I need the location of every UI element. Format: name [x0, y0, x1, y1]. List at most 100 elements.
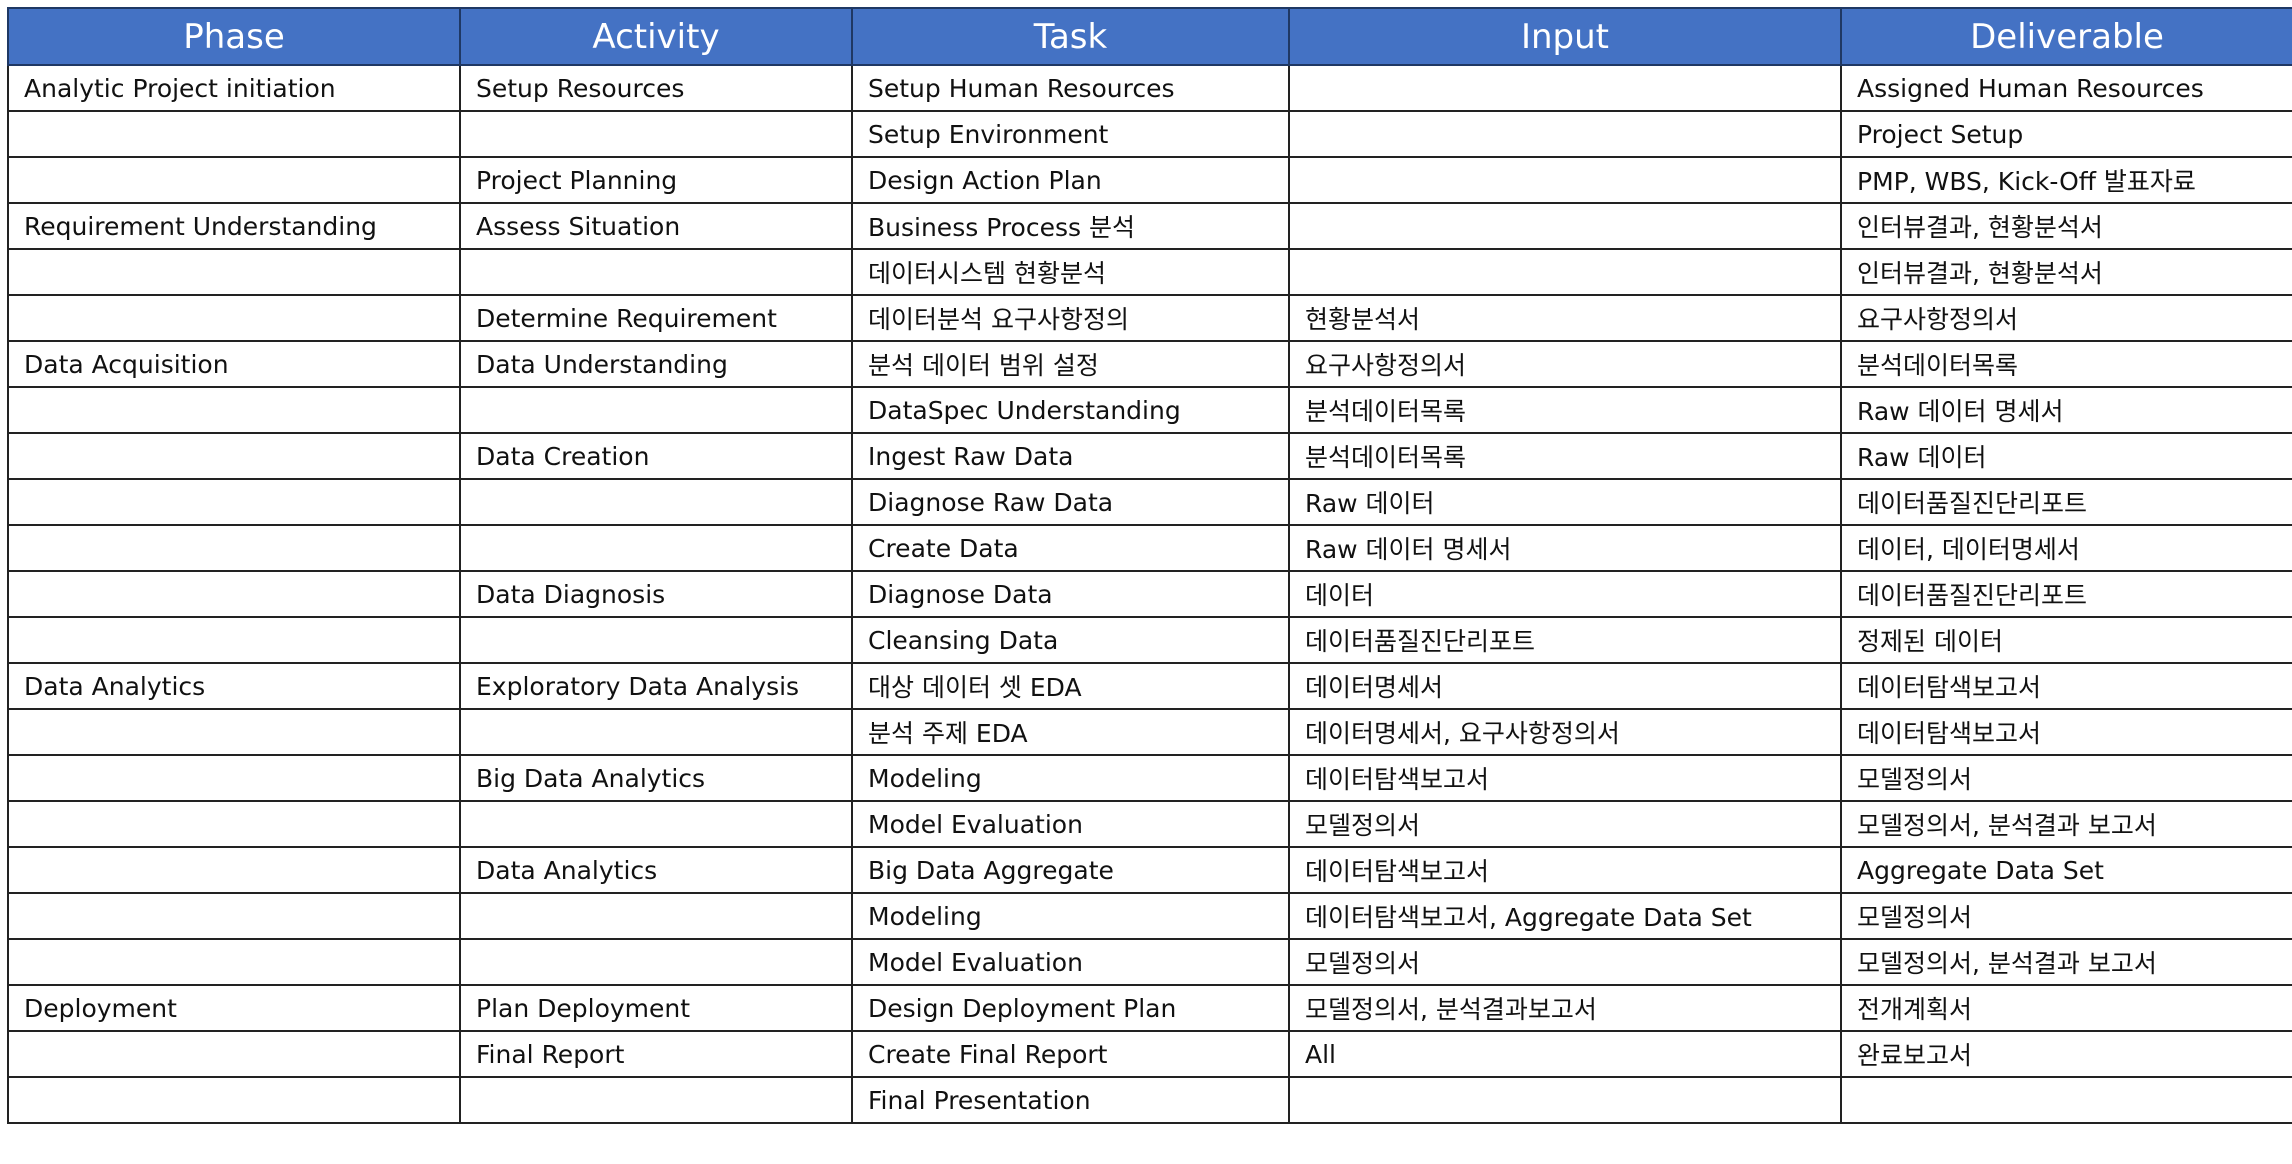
deliverable-cell: 정제된 데이터	[1840, 616, 2292, 664]
input-cell: 데이터명세서, 요구사항정의서	[1288, 708, 1842, 756]
phase-cell	[7, 800, 461, 848]
phase-cell	[7, 1076, 461, 1124]
deliverable-cell: 전개계획서	[1840, 984, 2292, 1032]
table-row: Model Evaluation 모델정의서 모델정의서, 분석결과 보고서	[7, 800, 2292, 848]
phase-cell: Analytic Project initiation	[7, 64, 461, 112]
header-row: Phase Activity Task Input Deliverable	[7, 7, 2292, 66]
table-row: DataSpec Understanding 분석데이터목록 Raw 데이터 명세서	[7, 386, 2292, 434]
deliverable-cell: Assigned Human Resources	[1840, 64, 2292, 112]
deliverable-cell: Raw 데이터 명세서	[1840, 386, 2292, 434]
deliverable-cell: 데이터탐색보고서	[1840, 662, 2292, 710]
activity-cell: Data Analytics	[459, 846, 853, 894]
input-cell: 데이터탐색보고서	[1288, 846, 1842, 894]
activity-cell	[459, 248, 853, 296]
phase-cell	[7, 616, 461, 664]
methodology-table-container: Phase Activity Task Input Deliverable An…	[7, 7, 2292, 1124]
table-row: Deployment Plan Deployment Design Deployme…	[7, 984, 2292, 1032]
table-row: Diagnose Raw Data Raw 데이터 데이터품질진단리포트	[7, 478, 2292, 526]
task-cell: 대상 데이터 셋 EDA	[851, 662, 1290, 710]
activity-cell: Setup Resources	[459, 64, 853, 112]
header-task: Task	[851, 7, 1290, 66]
phase-cell: Requirement Understanding	[7, 202, 461, 250]
activity-cell	[459, 478, 853, 526]
phase-cell	[7, 570, 461, 618]
input-cell: Raw 데이터	[1288, 478, 1842, 526]
phase-cell	[7, 892, 461, 940]
header-input: Input	[1288, 7, 1842, 66]
input-cell: Raw 데이터 명세서	[1288, 524, 1842, 572]
task-cell: Design Deployment Plan	[851, 984, 1290, 1032]
phase-cell	[7, 708, 461, 756]
task-cell: Modeling	[851, 754, 1290, 802]
task-cell: Create Data	[851, 524, 1290, 572]
input-cell: 분석데이터목록	[1288, 386, 1842, 434]
phase-cell	[7, 110, 461, 158]
deliverable-cell: 모델정의서, 분석결과 보고서	[1840, 938, 2292, 986]
phase-cell	[7, 294, 461, 342]
header-activity: Activity	[459, 7, 853, 66]
deliverable-cell: 인터뷰결과, 현황분석서	[1840, 202, 2292, 250]
task-cell: Business Process 분석	[851, 202, 1290, 250]
table-header: Phase Activity Task Input Deliverable	[7, 7, 2292, 66]
activity-cell: Determine Requirement	[459, 294, 853, 342]
input-cell: 요구사항정의서	[1288, 340, 1842, 388]
phase-cell	[7, 478, 461, 526]
input-cell	[1288, 110, 1842, 158]
task-cell: Cleansing Data	[851, 616, 1290, 664]
input-cell	[1288, 248, 1842, 296]
input-cell: 데이터탐색보고서, Aggregate Data Set	[1288, 892, 1842, 940]
task-cell: Modeling	[851, 892, 1290, 940]
task-cell: Diagnose Data	[851, 570, 1290, 618]
deliverable-cell: Raw 데이터	[1840, 432, 2292, 480]
methodology-table: Phase Activity Task Input Deliverable An…	[7, 7, 2292, 1124]
table-row: Final Report Create Final Report All 완료보고서	[7, 1030, 2292, 1078]
table-row: Setup Environment Project Setup	[7, 110, 2292, 158]
phase-cell	[7, 846, 461, 894]
activity-cell: Plan Deployment	[459, 984, 853, 1032]
activity-cell	[459, 708, 853, 756]
task-cell: Design Action Plan	[851, 156, 1290, 204]
input-cell	[1288, 156, 1842, 204]
input-cell	[1288, 202, 1842, 250]
phase-cell	[7, 524, 461, 572]
deliverable-cell: 인터뷰결과, 현황분석서	[1840, 248, 2292, 296]
deliverable-cell: 요구사항정의서	[1840, 294, 2292, 342]
phase-cell	[7, 938, 461, 986]
deliverable-cell: 완료보고서	[1840, 1030, 2292, 1078]
table-row: Data Creation Ingest Raw Data 분석데이터목록 Raw 데…	[7, 432, 2292, 480]
activity-cell	[459, 616, 853, 664]
input-cell: 모델정의서	[1288, 938, 1842, 986]
header-phase: Phase	[7, 7, 461, 66]
table-body: Analytic Project initiation Setup Resourc…	[7, 64, 2292, 1124]
activity-cell: Final Report	[459, 1030, 853, 1078]
header-deliverable: Deliverable	[1840, 7, 2292, 66]
activity-cell: Exploratory Data Analysis	[459, 662, 853, 710]
phase-cell: Data Acquisition	[7, 340, 461, 388]
input-cell: 모델정의서, 분석결과보고서	[1288, 984, 1842, 1032]
activity-cell	[459, 938, 853, 986]
activity-cell: Data Creation	[459, 432, 853, 480]
table-row: Create Data Raw 데이터 명세서 데이터, 데이터명세서	[7, 524, 2292, 572]
activity-cell	[459, 524, 853, 572]
activity-cell: Project Planning	[459, 156, 853, 204]
input-cell: 데이터탐색보고서	[1288, 754, 1842, 802]
deliverable-cell: 모델정의서, 분석결과 보고서	[1840, 800, 2292, 848]
deliverable-cell: 모델정의서	[1840, 892, 2292, 940]
activity-cell: Big Data Analytics	[459, 754, 853, 802]
table-row: Data Acquisition Data Understanding 분석 데이터…	[7, 340, 2292, 388]
task-cell: 분석 주제 EDA	[851, 708, 1290, 756]
task-cell: Setup Human Resources	[851, 64, 1290, 112]
deliverable-cell: 데이터품질진단리포트	[1840, 478, 2292, 526]
phase-cell	[7, 386, 461, 434]
phase-cell	[7, 1030, 461, 1078]
table-row: 데이터시스템 현황분석 인터뷰결과, 현황분석서	[7, 248, 2292, 296]
activity-cell: Data Understanding	[459, 340, 853, 388]
activity-cell	[459, 800, 853, 848]
task-cell: Setup Environment	[851, 110, 1290, 158]
table-row: Cleansing Data 데이터품질진단리포트 정제된 데이터	[7, 616, 2292, 664]
deliverable-cell: 분석데이터목록	[1840, 340, 2292, 388]
phase-cell: Deployment	[7, 984, 461, 1032]
deliverable-cell: 데이터, 데이터명세서	[1840, 524, 2292, 572]
phase-cell: Data Analytics	[7, 662, 461, 710]
activity-cell	[459, 110, 853, 158]
